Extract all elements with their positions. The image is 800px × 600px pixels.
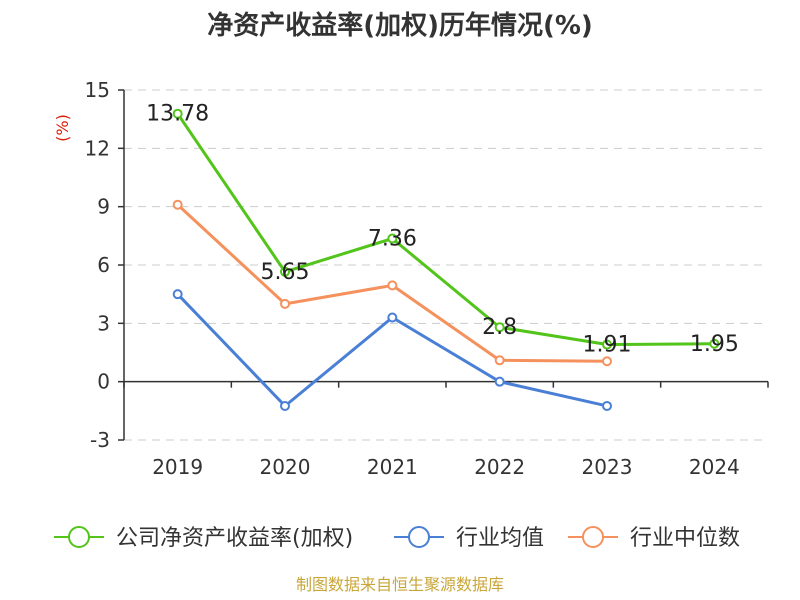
data-label: 5.65: [261, 260, 310, 285]
legend-marker: [408, 526, 430, 548]
data-point[interactable]: [280, 400, 290, 411]
source-note: 制图数据来自恒生聚源数据库: [296, 575, 504, 594]
series-line: [176, 112, 715, 347]
series-line: [176, 293, 608, 408]
data-point[interactable]: [494, 322, 505, 333]
legend[interactable]: 公司净资产收益率(加权) 行业均值 行业中位数: [54, 526, 740, 551]
legend-item-0[interactable]: 公司净资产收益率(加权): [54, 526, 353, 551]
data-labels: 13.78 5.65 7.36 2.8 1.91 1.95: [146, 102, 739, 358]
legend-marker: [582, 526, 604, 548]
data-point[interactable]: [172, 199, 183, 210]
series-2: [172, 199, 612, 367]
y-tick-label: 6: [97, 253, 110, 277]
data-point[interactable]: [602, 356, 612, 367]
data-label: 7.36: [368, 227, 417, 252]
legend-item-1[interactable]: 行业均值: [394, 526, 544, 551]
series-0: [172, 108, 720, 350]
legend-marker: [68, 526, 90, 548]
y-tick-label: 12: [85, 136, 110, 160]
x-tick-label: 2022: [474, 455, 525, 479]
data-point[interactable]: [280, 298, 290, 309]
data-label: 13.78: [146, 102, 209, 127]
data-point[interactable]: [387, 233, 398, 244]
x-tick-label: 2021: [367, 455, 418, 479]
data-point[interactable]: [172, 289, 183, 300]
data-label: 1.95: [690, 332, 739, 357]
y-axis-label: (%): [53, 114, 72, 142]
data-point[interactable]: [602, 400, 612, 411]
legend-label: 行业均值: [456, 526, 544, 551]
data-label: 2.8: [482, 315, 517, 340]
chart-title: 净资产收益率(加权)历年情况(%): [207, 10, 593, 41]
legend-label: 公司净资产收益率(加权): [116, 526, 353, 551]
x-tick-label: 2020: [260, 455, 311, 479]
data-point[interactable]: [709, 338, 720, 349]
data-label: 1.91: [583, 333, 632, 358]
data-point[interactable]: [387, 280, 398, 291]
y-tick-label: 3: [97, 311, 110, 335]
x-tick-label: 2019: [152, 455, 203, 479]
y-tick-label: -3: [90, 428, 110, 452]
series-1: [172, 289, 612, 411]
data-point[interactable]: [494, 376, 505, 387]
data-point[interactable]: [494, 355, 505, 366]
legend-item-2[interactable]: 行业中位数: [568, 526, 740, 551]
series: [172, 108, 720, 411]
y-tick-label: 0: [97, 370, 110, 394]
axes: -3 0 3 6 9 12 15 2019 2020 2021 2022 2023 2024: [85, 78, 769, 479]
y-tick-label: 15: [85, 78, 110, 102]
x-tick-label: 2024: [689, 455, 740, 479]
y-tick-label: 9: [97, 195, 110, 219]
x-tick-label: 2023: [582, 455, 633, 479]
data-point[interactable]: [280, 266, 290, 277]
data-point[interactable]: [602, 339, 612, 350]
data-point[interactable]: [387, 312, 398, 323]
legend-label: 行业中位数: [630, 526, 740, 551]
data-point[interactable]: [172, 108, 183, 119]
